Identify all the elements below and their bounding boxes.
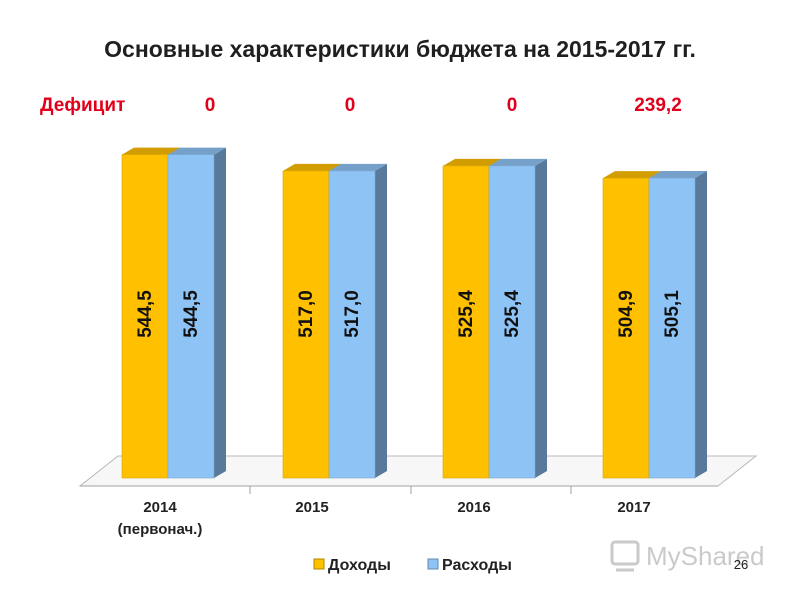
- legend-item: Расходы: [427, 557, 512, 574]
- bar-value-label: 544,5: [135, 290, 156, 338]
- category-label: 2015: [295, 499, 328, 516]
- chart-title: Основные характеристики бюджета на 2015-…: [104, 36, 696, 62]
- legend: Доходы Расходы: [313, 557, 512, 574]
- legend-item: Доходы: [313, 557, 391, 574]
- bar-income: 544,5: [121, 147, 180, 479]
- deficit-label: Дефицит: [40, 95, 125, 116]
- bar-expense: 505,1: [648, 170, 707, 479]
- watermark-icon: [610, 540, 640, 566]
- deficit-value: 0: [507, 95, 518, 116]
- bar-expense: 544,5: [167, 147, 226, 479]
- watermark-logo: MyShared: [610, 540, 765, 572]
- bar-value-label: 517,0: [342, 290, 363, 338]
- bar-value-label: 505,1: [662, 290, 683, 338]
- bar-value-label: 544,5: [181, 290, 202, 338]
- legend-swatch: [427, 558, 439, 570]
- bars-group: 544,5 544,5 517,0 517,0 525,4 525,4 504,9 505,1: [121, 147, 707, 479]
- category-axis: 2014 (первонач.) 2015 2016 2017: [118, 499, 651, 538]
- bar-value-label: 504,9: [616, 290, 637, 338]
- deficit-value: 239,2: [634, 95, 682, 116]
- deficit-row: Дефицит 0 0 0 239,2: [40, 95, 682, 116]
- page-number: 26: [734, 557, 748, 572]
- bar-value-label: 517,0: [296, 290, 317, 338]
- deficit-value: 0: [205, 95, 216, 116]
- bar-expense: 525,4: [488, 158, 547, 479]
- legend-swatch: [313, 558, 325, 570]
- category-label: 2016: [457, 499, 490, 516]
- category-label: (первонач.): [118, 521, 203, 538]
- chart-floor: [78, 455, 758, 494]
- bar-value-label: 525,4: [502, 290, 523, 338]
- category-label: 2017: [617, 499, 650, 516]
- legend-label: Доходы: [328, 557, 391, 574]
- watermark-text: MyShared: [646, 541, 765, 571]
- deficit-value: 0: [345, 95, 356, 116]
- legend-label: Расходы: [442, 557, 512, 574]
- category-label: 2014: [143, 499, 177, 516]
- bar-expense: 517,0: [328, 163, 387, 479]
- bar-value-label: 525,4: [456, 290, 477, 338]
